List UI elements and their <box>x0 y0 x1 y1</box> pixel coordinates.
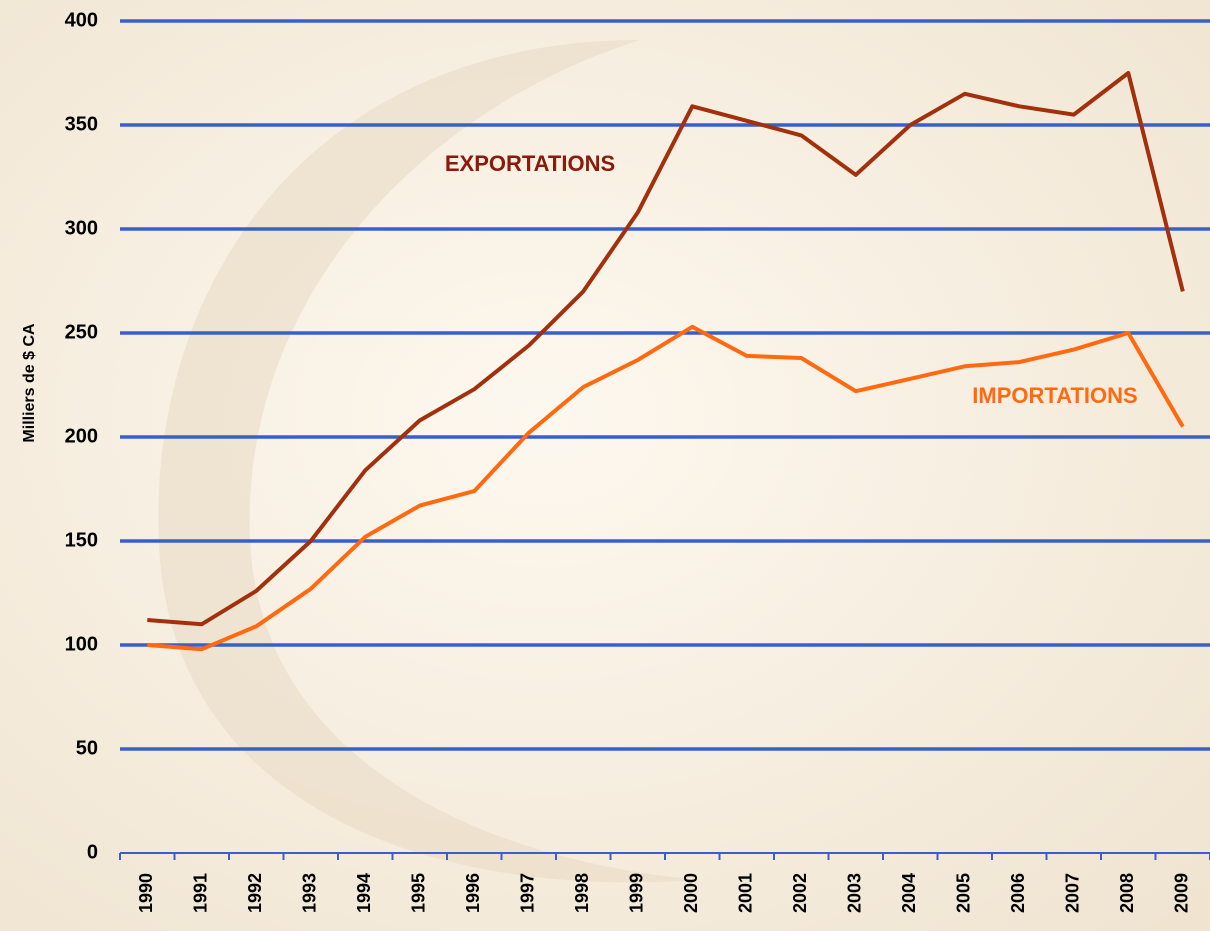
y-tick-label: 0 <box>87 841 98 863</box>
y-tick-label: 200 <box>65 425 98 447</box>
x-tick-label: 1995 <box>409 873 429 913</box>
x-tick-label: 2001 <box>736 873 756 913</box>
x-tick-label: 2002 <box>790 873 810 913</box>
x-tick-label: 1990 <box>136 873 156 913</box>
y-tick-label: 150 <box>65 529 98 551</box>
series-label: IMPORTATIONS <box>972 383 1137 408</box>
y-tick-label: 100 <box>65 633 98 655</box>
y-tick-label: 50 <box>76 737 98 759</box>
x-tick-label: 1994 <box>354 873 374 913</box>
x-tick-label: 2006 <box>1008 873 1028 913</box>
y-tick-label: 350 <box>65 113 98 135</box>
y-axis-title: Milliers de $ CA <box>21 323 38 443</box>
x-tick-label: 1998 <box>572 873 592 913</box>
y-tick-label: 300 <box>65 217 98 239</box>
x-tick-label: 2008 <box>1117 873 1137 913</box>
y-tick-label: 400 <box>65 9 98 31</box>
x-tick-label: 2005 <box>954 873 974 913</box>
x-tick-label: 1999 <box>627 873 647 913</box>
x-tick-label: 2009 <box>1172 873 1192 913</box>
x-tick-label: 1992 <box>245 873 265 913</box>
chart: Milliers de $ CA 0 50 100 150 200 250 300 350 40… <box>0 0 1210 931</box>
series-label: EXPORTATIONS <box>445 151 615 176</box>
x-tick-label: 2004 <box>899 873 919 913</box>
x-tick-label: 1997 <box>518 873 538 913</box>
x-tick-label: 1993 <box>300 873 320 913</box>
x-tick-label: 2000 <box>681 873 701 913</box>
x-tick-label: 1991 <box>191 873 211 913</box>
y-tick-label: 250 <box>65 321 98 343</box>
x-tick-label: 2007 <box>1063 873 1083 913</box>
x-tick-label: 1996 <box>463 873 483 913</box>
x-tick-label: 2003 <box>845 873 865 913</box>
